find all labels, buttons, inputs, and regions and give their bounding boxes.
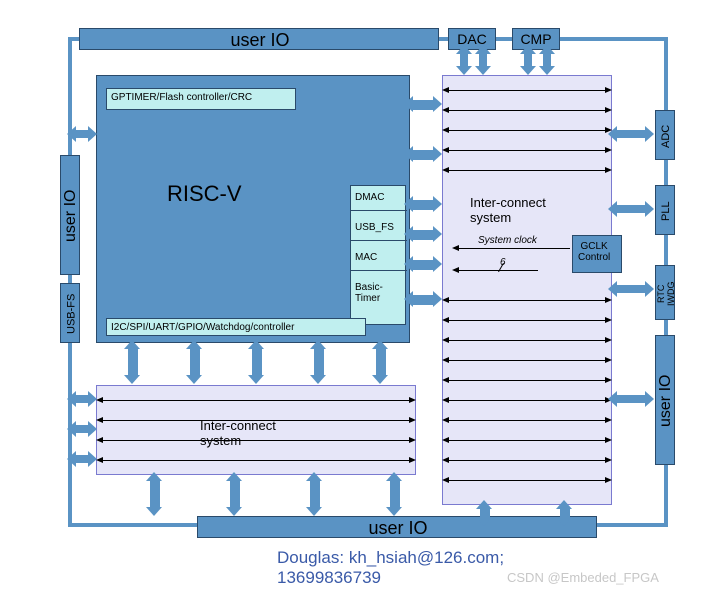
riscv-down-3-arrow: [252, 348, 262, 376]
bus-line: [448, 300, 606, 301]
riscv-label: RISC-V: [167, 181, 242, 207]
left-bottom2-arrow: [75, 425, 89, 433]
riscv-down-5-arrow: [376, 348, 386, 376]
user-io-right: user IO: [655, 335, 675, 465]
cmp-down2-arrow: [543, 53, 551, 67]
icsb-down-4-arrow: [390, 480, 400, 508]
riscv-ics-5-arrow: [412, 260, 434, 270]
bus-line: [102, 400, 410, 401]
credit-line2: 13699836739: [277, 568, 504, 588]
i2c-block: I2C/SPI/UART/GPIO/Watchdog/controller: [106, 318, 366, 336]
gclk-control: GCLK Control: [572, 235, 622, 273]
riscv-down-2-arrow: [190, 348, 200, 376]
usb-fs-label: USB-FS: [64, 284, 79, 344]
bus-line: [448, 110, 606, 111]
bus-line: [448, 340, 606, 341]
left-top-arrow: [75, 130, 89, 138]
credit-line1: Douglas: kh_hsiah@126.com;: [277, 548, 504, 568]
user-io-top: user IO: [79, 28, 439, 50]
dac-down1-arrow: [460, 53, 468, 67]
bus-line: [448, 150, 606, 151]
dac-down2-arrow: [479, 53, 487, 67]
interconnect-right-label: Inter-connect system: [470, 195, 546, 225]
riscv-ics-1-arrow: [412, 100, 434, 110]
dmac-item: DMAC: [355, 192, 384, 203]
bus-line: [102, 420, 410, 421]
usb-fs-block: USB-FS: [60, 283, 80, 343]
author-credit: Douglas: kh_hsiah@126.com;13699836739: [277, 548, 504, 588]
ics-adc-arrow: [616, 130, 646, 138]
riscv-down-1-arrow: [128, 348, 138, 376]
riscv-ics-4-arrow: [412, 230, 434, 240]
icsr-down-1-arrow: [480, 508, 490, 518]
bus-line: [448, 320, 606, 321]
cmp-down1-arrow: [524, 53, 532, 67]
gclk-label: GCLK Control: [578, 241, 610, 263]
icsb-down-3-arrow: [310, 480, 320, 508]
system-clock-arrow: [458, 248, 570, 249]
system-clock-label: System clock: [478, 235, 537, 246]
user-io-bottom: user IO: [197, 516, 597, 538]
dmac-item: Basic-Timer: [355, 282, 405, 304]
bus-line: [448, 480, 606, 481]
ics-pll-arrow: [616, 205, 646, 213]
user-io-left: user IO: [60, 155, 80, 275]
riscv-ics-3-arrow: [412, 200, 434, 210]
bus-line: [448, 170, 606, 171]
user-io-right-label: user IO: [656, 336, 676, 466]
bus-line: [448, 90, 606, 91]
ics-userio-r-arrow: [616, 395, 646, 403]
dmac-item: MAC: [355, 252, 377, 263]
icsb-down-2-arrow: [230, 480, 240, 508]
csdn-watermark: CSDN @Embeded_FPGA: [507, 570, 659, 585]
gptimer-label: GPTIMER/Flash controller/CRC: [111, 92, 252, 103]
bus-line: [448, 420, 606, 421]
icsb-down-1-arrow: [150, 480, 160, 508]
bus-line: [448, 380, 606, 381]
bus-line: [448, 130, 606, 131]
ics-rtc-arrow: [616, 285, 646, 293]
bus-line: [448, 400, 606, 401]
interconnect-bottom-label: Inter-connect system: [200, 418, 276, 448]
bus-line: [448, 460, 606, 461]
bus-line: [102, 440, 410, 441]
dmac-block: DMAC USB_FS MAC Basic-Timer: [350, 185, 406, 325]
i2c-label: I2C/SPI/UART/GPIO/Watchdog/controller: [111, 322, 294, 333]
left-bottom1-arrow: [75, 395, 89, 403]
riscv-ics-2-arrow: [412, 150, 434, 160]
adc-block: ADC: [655, 110, 675, 160]
riscv-down-4-arrow: [314, 348, 324, 376]
user-io-top-label: user IO: [80, 29, 440, 51]
dmac-item: USB_FS: [355, 222, 394, 233]
icsr-down-2-arrow: [560, 508, 570, 518]
user-io-bottom-label: user IO: [198, 517, 598, 539]
bus-line: [448, 440, 606, 441]
gptimer-block: GPTIMER/Flash controller/CRC: [106, 88, 296, 110]
bus-line: [448, 360, 606, 361]
bus-line: [102, 460, 410, 461]
user-io-left-label: user IO: [61, 156, 81, 276]
left-bottom3-arrow: [75, 455, 89, 463]
riscv-ics-6-arrow: [412, 295, 434, 305]
rtc-block: RTC IWDG: [655, 265, 675, 320]
pll-block: PLL: [655, 185, 675, 235]
